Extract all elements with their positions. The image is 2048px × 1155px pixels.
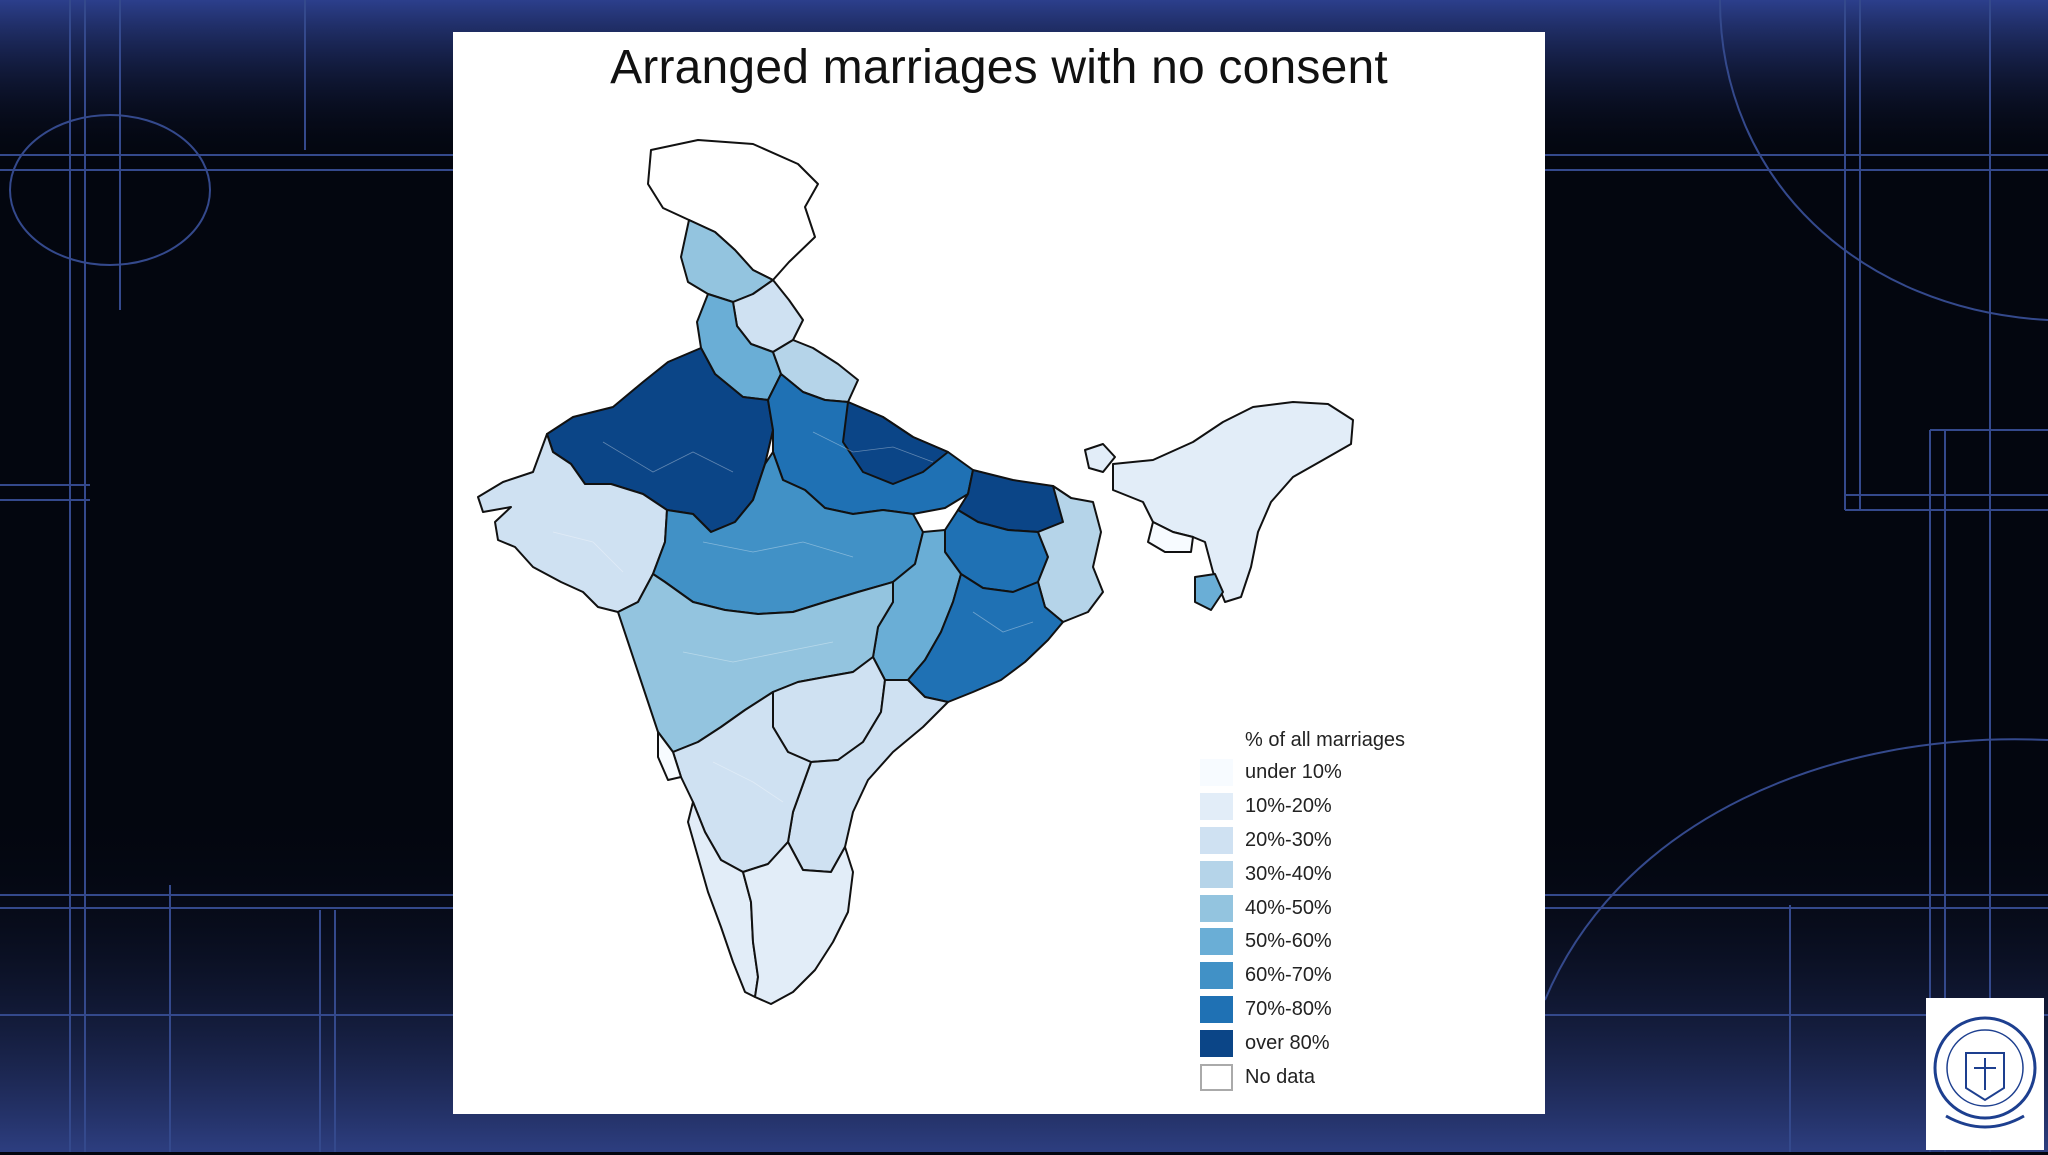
uttar-pradesh-east-region (842, 401, 949, 485)
goa-region (657, 731, 682, 781)
tripura-region (1194, 573, 1224, 611)
legend-label: 10%-20% (1245, 795, 1332, 818)
legend-label: 40%-50% (1245, 896, 1332, 919)
odisha-region (907, 573, 1064, 703)
legend-item: 40%-50% (1200, 891, 1405, 925)
legend-item: 10%-20% (1200, 790, 1405, 824)
legend-label: 60%-70% (1245, 964, 1332, 987)
map-legend: % of all marriages under 10% 10%-20% 20%-3… (1200, 724, 1406, 1094)
legend-label: 50%-60% (1245, 930, 1332, 953)
legend-label: 70%-80% (1245, 997, 1332, 1020)
legend-label: over 80% (1245, 1031, 1330, 1054)
legend-item: 60%-70% (1200, 959, 1405, 993)
legend-label: 20%-30% (1245, 828, 1332, 851)
legend-swatch (1200, 995, 1233, 1023)
district-boundaries (552, 431, 1034, 803)
gujarat-region (477, 433, 668, 613)
legend-item: 50%-60% (1200, 925, 1405, 959)
legend-swatch (1200, 1063, 1233, 1091)
legend-swatch (1200, 1029, 1233, 1057)
legend-swatch (1200, 962, 1233, 990)
legend-label: No data (1245, 1065, 1316, 1088)
map-title: Arranged marriages with no consent (610, 41, 1388, 94)
crest-emblem (1933, 1016, 2037, 1129)
legend-swatch (1200, 860, 1233, 888)
legend-item: No data (1200, 1060, 1405, 1094)
jammu-kashmir-region (647, 139, 819, 281)
legend-item: 70%-80% (1200, 993, 1405, 1027)
legend-label: under 10% (1245, 761, 1342, 784)
legend-swatch (1200, 826, 1233, 854)
legend-label: 30%-40% (1245, 862, 1332, 885)
legend-swatch (1200, 793, 1233, 821)
west-bengal-region (1037, 485, 1104, 623)
university-logo (1926, 998, 2044, 1150)
sikkim-region (1084, 443, 1116, 473)
legend-title: % of all marriages (1245, 729, 1406, 751)
northeast-region (1112, 401, 1354, 603)
legend-item: 30%-40% (1200, 857, 1405, 891)
legend-swatch (1200, 759, 1233, 787)
legend-swatch (1200, 894, 1233, 922)
meghalaya-region (1147, 521, 1194, 553)
india-choropleth-map (477, 139, 1354, 1005)
legend-item: under 10% (1200, 756, 1405, 790)
legend-item: 20%-30% (1200, 824, 1405, 858)
map-figure: Arranged marriages with no consent (453, 32, 1545, 1114)
legend-item: over 80% (1200, 1026, 1405, 1060)
legend-swatch (1200, 928, 1233, 956)
tamil-nadu-region (742, 841, 854, 1005)
